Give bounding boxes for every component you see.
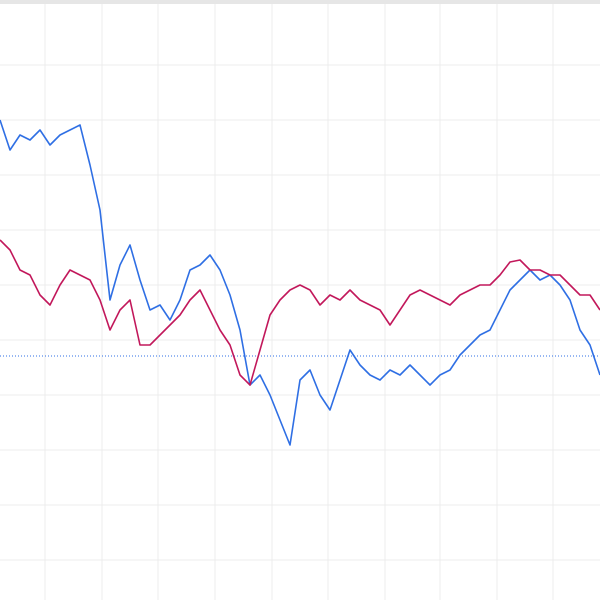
line-series — [0, 239, 600, 386]
line-series — [0, 119, 600, 446]
top-bar — [0, 0, 600, 4]
